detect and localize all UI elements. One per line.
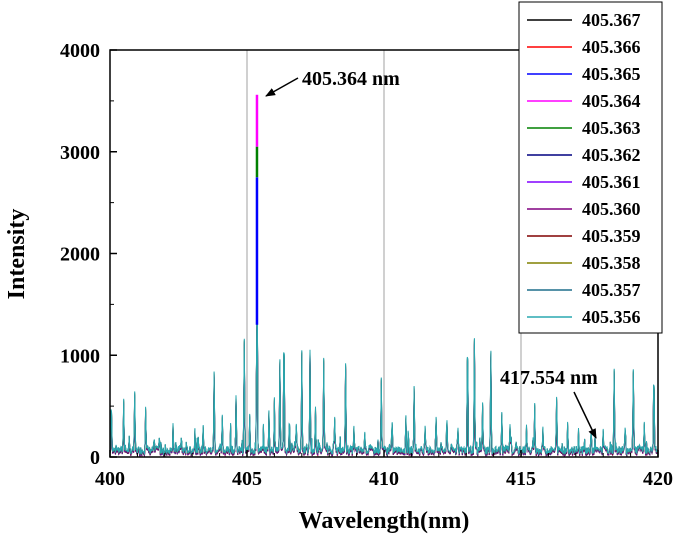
grid-lines xyxy=(246,50,522,457)
legend-label-405.363: 405.363 xyxy=(582,118,641,138)
y-axis: 0 1000 2000 3000 4000 xyxy=(60,40,117,469)
annotation-label-main-peak: 405.364 nm xyxy=(302,68,400,90)
annotations: 405.364 nm 417.554 nm xyxy=(265,68,598,439)
series-line-405.356 xyxy=(110,319,658,456)
annotation-arrow-main-peak xyxy=(265,77,299,97)
legend-label-405.357: 405.357 xyxy=(582,280,641,300)
legend-label-405.356: 405.356 xyxy=(582,307,641,327)
legend-label-405.358: 405.358 xyxy=(582,253,641,273)
annotation-label-secondary-peak: 417.554 nm xyxy=(500,367,598,389)
legend-label-405.367: 405.367 xyxy=(582,10,641,30)
legend-label-405.360: 405.360 xyxy=(582,199,641,219)
legend-label-405.362: 405.362 xyxy=(582,145,641,165)
x-tick-label-3: 415 xyxy=(506,468,536,490)
spectrum-series xyxy=(110,319,658,457)
y-axis-title: Intensity xyxy=(4,209,30,300)
legend-label-405.365: 405.365 xyxy=(582,64,641,84)
legend-label-405.364: 405.364 xyxy=(582,91,641,111)
x-axis-title: Wavelength(nm) xyxy=(299,508,470,534)
legend-label-405.359: 405.359 xyxy=(582,226,641,246)
x-tick-label-0: 400 xyxy=(95,468,125,490)
y-tick-label-1: 1000 xyxy=(60,345,100,367)
legend-box xyxy=(518,1,663,334)
x-tick-label-1: 405 xyxy=(232,468,262,490)
y-tick-label-4: 4000 xyxy=(60,40,100,62)
x-tick-label-4: 420 xyxy=(643,468,673,490)
y-tick-label-3: 3000 xyxy=(60,142,100,164)
legend-label-405.361: 405.361 xyxy=(582,172,641,192)
x-axis: 400 405 410 415 420 xyxy=(95,450,673,490)
legend-label-405.366: 405.366 xyxy=(582,37,641,57)
y-tick-label-0: 0 xyxy=(90,447,100,469)
x-tick-label-2: 410 xyxy=(369,468,399,490)
y-tick-label-2: 2000 xyxy=(60,244,100,266)
annotation-arrow-secondary-peak xyxy=(573,391,597,439)
legend: 405.367 405.366 405.365 405.364 405.363 405.3… xyxy=(518,1,663,334)
